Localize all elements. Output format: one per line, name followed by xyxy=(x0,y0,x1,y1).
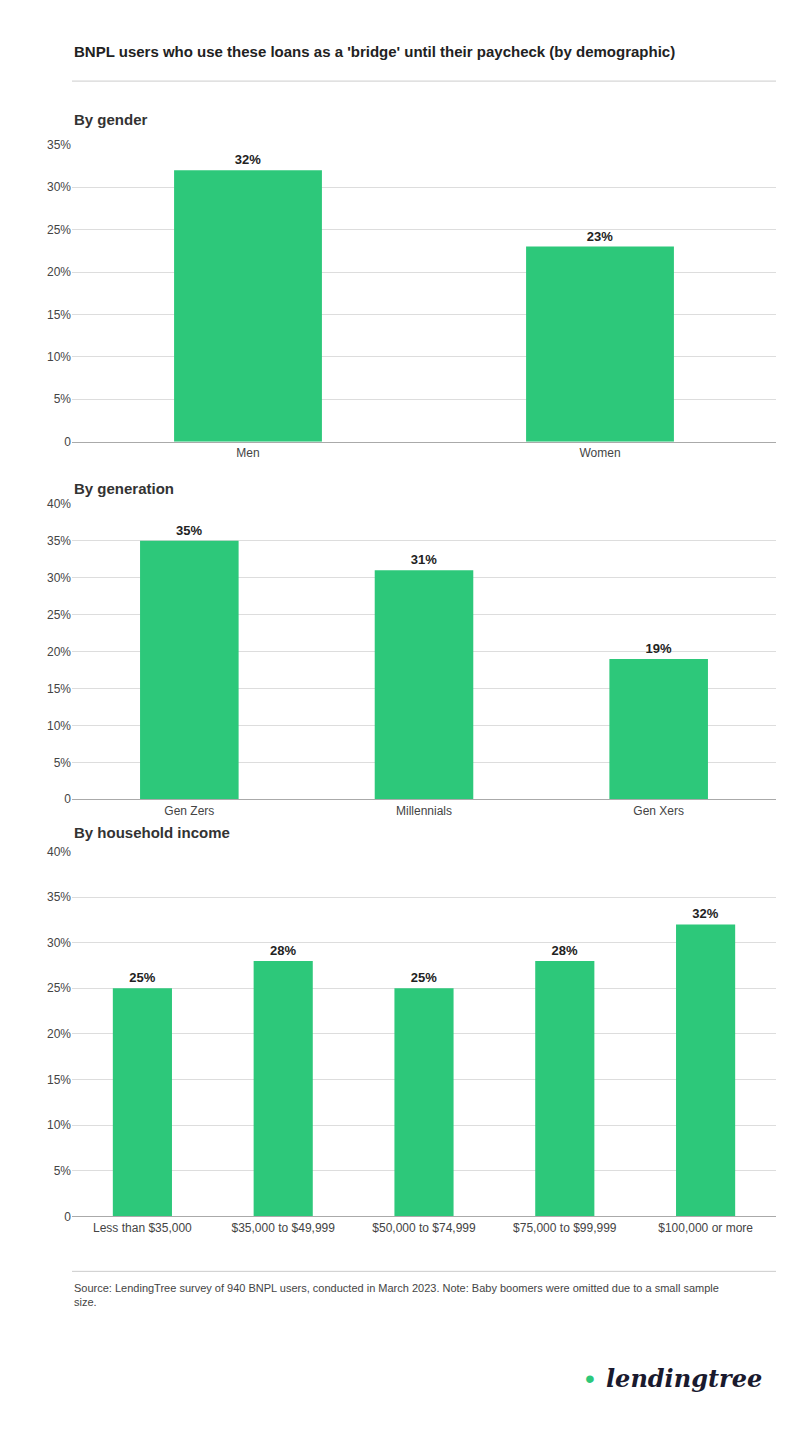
svg-text:$50,000 to $74,999: $50,000 to $74,999 xyxy=(372,1221,476,1235)
svg-text:35%: 35% xyxy=(176,523,202,538)
svg-text:19%: 19% xyxy=(645,641,671,656)
svg-text:Less than $35,000: Less than $35,000 xyxy=(93,1221,192,1235)
svg-text:25%: 25% xyxy=(129,970,155,985)
svg-text:$100,000 or more: $100,000 or more xyxy=(658,1221,753,1235)
svg-text:Source: LendingTree survey of: Source: LendingTree survey of 940 BNPL u… xyxy=(74,1282,719,1308)
svg-text:5%: 5% xyxy=(54,756,72,770)
svg-text:By gender: By gender xyxy=(74,111,148,128)
svg-text:25%: 25% xyxy=(47,981,71,995)
svg-text:20%: 20% xyxy=(47,1027,71,1041)
svg-text:30%: 30% xyxy=(47,936,71,950)
svg-text:20%: 20% xyxy=(47,265,71,279)
svg-text:15%: 15% xyxy=(47,1073,71,1087)
svg-text:By generation: By generation xyxy=(74,480,174,497)
svg-text:10%: 10% xyxy=(47,719,71,733)
svg-text:$35,000 to $49,999: $35,000 to $49,999 xyxy=(231,1221,335,1235)
svg-text:10%: 10% xyxy=(47,350,71,364)
svg-text:$75,000 to $99,999: $75,000 to $99,999 xyxy=(513,1221,617,1235)
svg-text:Men: Men xyxy=(236,446,259,460)
svg-text:Millennials: Millennials xyxy=(396,804,452,818)
svg-text:Women: Women xyxy=(579,446,620,460)
svg-text:25%: 25% xyxy=(47,608,71,622)
svg-text:30%: 30% xyxy=(47,571,71,585)
svg-text:By household income: By household income xyxy=(74,824,230,841)
svg-text:Gen Xers: Gen Xers xyxy=(633,804,684,818)
svg-text:35%: 35% xyxy=(47,138,71,152)
svg-text:25%: 25% xyxy=(411,970,437,985)
svg-text:40%: 40% xyxy=(47,845,71,859)
svg-text:5%: 5% xyxy=(54,1164,72,1178)
svg-text:Gen Zers: Gen Zers xyxy=(164,804,214,818)
svg-text:40%: 40% xyxy=(47,497,71,511)
svg-text:32%: 32% xyxy=(692,906,718,921)
svg-text:23%: 23% xyxy=(587,229,613,244)
svg-text:28%: 28% xyxy=(552,943,578,958)
svg-text:31%: 31% xyxy=(411,552,437,567)
svg-text:15%: 15% xyxy=(47,682,71,696)
svg-text:25%: 25% xyxy=(47,223,71,237)
svg-text:30%: 30% xyxy=(47,180,71,194)
svg-text:10%: 10% xyxy=(47,1118,71,1132)
svg-text:20%: 20% xyxy=(47,645,71,659)
svg-text:0: 0 xyxy=(64,792,71,806)
svg-text:28%: 28% xyxy=(270,943,296,958)
svg-text:0: 0 xyxy=(64,435,71,449)
svg-text:35%: 35% xyxy=(47,890,71,904)
svg-text:5%: 5% xyxy=(54,392,72,406)
svg-text:15%: 15% xyxy=(47,308,71,322)
svg-text:BNPL users who use these loans: BNPL users who use these loans as a 'bri… xyxy=(74,43,675,60)
svg-text:lendingtree: lendingtree xyxy=(606,1364,762,1393)
svg-text:•: • xyxy=(585,1363,595,1394)
svg-text:35%: 35% xyxy=(47,534,71,548)
svg-text:0: 0 xyxy=(64,1210,71,1224)
svg-text:32%: 32% xyxy=(235,152,261,167)
